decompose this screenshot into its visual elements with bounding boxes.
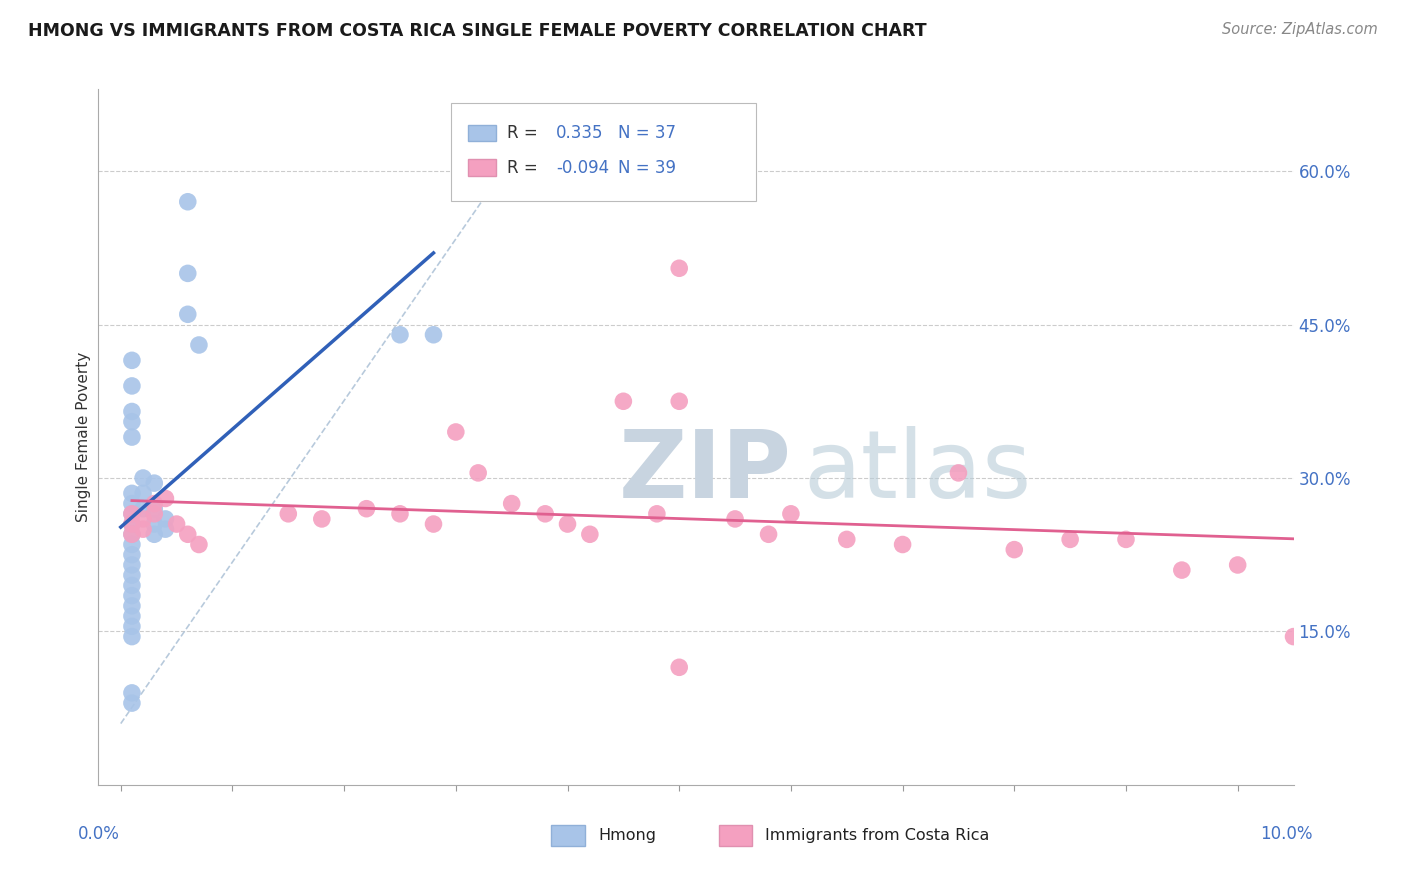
Point [121,568,143,582]
Point [121,507,143,521]
Point [356,501,378,516]
Point [1115,533,1137,547]
Point [143,476,166,491]
Point [121,415,143,429]
FancyBboxPatch shape [551,824,585,846]
Text: Source: ZipAtlas.com: Source: ZipAtlas.com [1222,22,1378,37]
Point [177,194,200,209]
Point [121,537,143,551]
Point [444,425,467,439]
Point [155,522,177,536]
Point [177,527,200,541]
Point [132,512,155,526]
Point [645,507,668,521]
Point [1171,563,1194,577]
Point [1002,542,1025,557]
Point [121,599,143,613]
Point [277,507,299,521]
Text: Hmong: Hmong [598,828,657,843]
Point [121,558,143,572]
Point [758,527,780,541]
Text: ZIP: ZIP [619,425,792,518]
FancyBboxPatch shape [468,160,496,177]
Point [891,537,914,551]
Text: Immigrants from Costa Rica: Immigrants from Costa Rica [765,828,990,843]
Point [724,512,747,526]
Point [422,327,444,342]
Point [668,261,690,276]
FancyBboxPatch shape [718,824,752,846]
Text: atlas: atlas [804,425,1032,518]
Point [132,486,155,500]
FancyBboxPatch shape [468,125,496,141]
Point [121,404,143,418]
Text: 0.0%: 0.0% [77,825,120,843]
Point [121,507,143,521]
Point [668,394,690,409]
Y-axis label: Single Female Poverty: Single Female Poverty [76,352,91,522]
Point [388,507,411,521]
Point [143,516,166,531]
Point [121,589,143,603]
Point [143,501,166,516]
Text: R =: R = [508,159,543,177]
FancyBboxPatch shape [451,103,756,201]
Point [121,516,143,531]
Point [121,619,143,633]
Point [388,327,411,342]
Point [132,501,155,516]
Text: R =: R = [508,124,543,142]
Point [121,609,143,624]
Point [132,522,155,536]
Point [311,512,333,526]
Point [155,491,177,506]
Point [668,660,690,674]
Point [579,527,602,541]
Point [121,379,143,393]
Point [121,548,143,562]
Point [121,353,143,368]
Point [948,466,970,480]
Point [835,533,858,547]
Point [187,338,209,352]
Text: N = 37: N = 37 [619,124,676,142]
Point [187,537,209,551]
Point [1282,630,1305,644]
Point [121,486,143,500]
Point [467,466,489,480]
Text: N = 39: N = 39 [619,159,676,177]
Point [557,516,579,531]
Point [143,507,166,521]
Text: -0.094: -0.094 [557,159,609,177]
Point [177,307,200,321]
Text: HMONG VS IMMIGRANTS FROM COSTA RICA SINGLE FEMALE POVERTY CORRELATION CHART: HMONG VS IMMIGRANTS FROM COSTA RICA SING… [28,22,927,40]
Text: 10.0%: 10.0% [1260,825,1313,843]
Text: 0.335: 0.335 [557,124,603,142]
Point [121,686,143,700]
Point [534,507,557,521]
Point [132,471,155,485]
Point [121,696,143,710]
Point [143,497,166,511]
Point [1226,558,1249,572]
Point [143,527,166,541]
Point [121,630,143,644]
Point [780,507,803,521]
Point [121,578,143,592]
Point [121,516,143,531]
Point [177,266,200,280]
Point [422,516,444,531]
Point [1059,533,1081,547]
Point [121,497,143,511]
Point [121,527,143,541]
Point [121,527,143,541]
Point [166,516,188,531]
Point [501,497,523,511]
Point [155,512,177,526]
Point [612,394,634,409]
Point [121,430,143,444]
